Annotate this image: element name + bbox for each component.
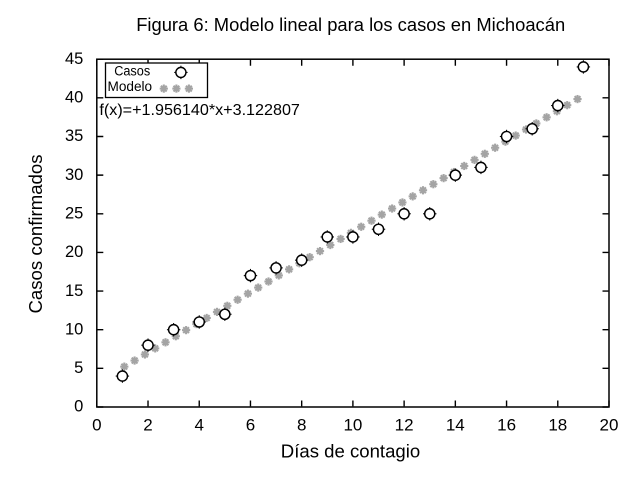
svg-text:0: 0 (92, 415, 101, 434)
svg-text:2: 2 (143, 415, 152, 434)
svg-text:12: 12 (395, 415, 414, 434)
svg-text:18: 18 (548, 415, 567, 434)
svg-text:8: 8 (297, 415, 306, 434)
svg-text:25: 25 (65, 205, 83, 223)
svg-text:30: 30 (65, 166, 83, 184)
svg-text:40: 40 (65, 89, 83, 107)
svg-text:4: 4 (194, 415, 203, 434)
svg-text:45: 45 (65, 50, 83, 68)
svg-text:f(x)=+1.956140*x+3.122807: f(x)=+1.956140*x+3.122807 (99, 102, 300, 119)
svg-text:5: 5 (74, 359, 83, 377)
svg-text:Casos confirmados: Casos confirmados (25, 155, 46, 314)
svg-text:14: 14 (446, 415, 465, 434)
svg-text:0: 0 (74, 398, 83, 416)
svg-text:Casos: Casos (114, 63, 150, 78)
svg-text:Días de contagio: Días de contagio (281, 440, 420, 461)
svg-text:20: 20 (65, 243, 83, 261)
svg-text:20: 20 (600, 415, 619, 434)
svg-text:Figura 6: Modelo lineal para l: Figura 6: Modelo lineal para los casos e… (136, 14, 565, 35)
svg-text:15: 15 (65, 282, 83, 300)
svg-text:16: 16 (497, 415, 516, 434)
svg-text:6: 6 (246, 415, 255, 434)
svg-text:35: 35 (65, 127, 83, 145)
svg-text:Modelo: Modelo (108, 79, 153, 94)
svg-text:10: 10 (343, 415, 362, 434)
svg-text:10: 10 (65, 320, 83, 338)
